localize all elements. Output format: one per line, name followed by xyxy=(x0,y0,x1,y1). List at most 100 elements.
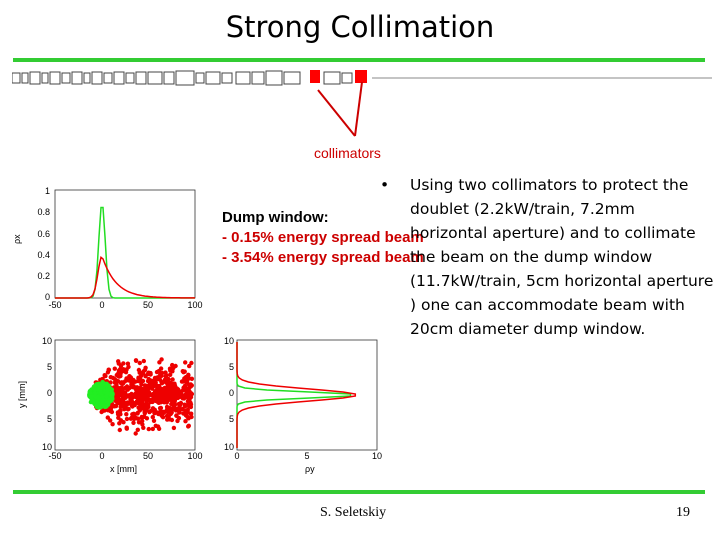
scatter-point xyxy=(152,411,157,416)
scatter-point xyxy=(187,363,192,369)
scatter-point xyxy=(142,367,148,373)
scatter-point xyxy=(105,370,111,375)
scatter-point xyxy=(160,415,166,420)
scatter-point xyxy=(174,394,180,400)
tick-label: 100 xyxy=(187,451,202,461)
tick-label: 50 xyxy=(143,451,153,461)
scatter-point xyxy=(183,360,188,365)
tick-label: 10 xyxy=(42,442,52,452)
scatter-point xyxy=(124,416,130,422)
tick-label: 0 xyxy=(47,388,52,398)
scatter-point xyxy=(137,360,142,366)
scatter-point xyxy=(151,418,157,423)
scatter-point xyxy=(140,422,145,427)
beamline-element xyxy=(163,71,175,85)
scatter-point xyxy=(137,370,142,375)
scatter-point xyxy=(131,420,136,425)
scatter-point xyxy=(146,426,151,432)
beamline-element xyxy=(195,72,205,84)
scatter-point xyxy=(142,411,147,416)
scatter-point xyxy=(161,399,166,405)
scatter-point xyxy=(124,376,129,381)
scatter-point xyxy=(141,358,146,364)
scatter-point xyxy=(145,403,150,408)
scatter-point xyxy=(163,392,168,397)
scatter-point xyxy=(121,367,126,372)
bullet-marker: • xyxy=(380,176,390,194)
scatter-point xyxy=(94,382,99,387)
scatter-point xyxy=(88,399,94,405)
beamline-element xyxy=(71,71,83,85)
scatter-point xyxy=(130,395,135,400)
scatter-point xyxy=(87,390,92,395)
scatter-point xyxy=(142,414,147,419)
scatter-point xyxy=(138,401,144,406)
scatter-point xyxy=(170,369,175,374)
tick-label: 5 xyxy=(47,414,52,424)
tick-label: 0.8 xyxy=(37,207,50,217)
scatter-point xyxy=(133,379,138,384)
scatter-point xyxy=(98,389,103,394)
scatter-point xyxy=(109,388,114,393)
beamline-element xyxy=(103,72,113,84)
beamline-element xyxy=(91,71,103,85)
scatter-point xyxy=(186,373,191,378)
scatter-point xyxy=(109,396,115,401)
scatter-point xyxy=(150,426,155,432)
scatter-point xyxy=(128,416,134,421)
scatter-point xyxy=(138,379,144,384)
scatter-point xyxy=(119,396,125,402)
scatter-point xyxy=(148,399,153,404)
scatter-point xyxy=(124,426,129,431)
beamline-element xyxy=(29,71,41,85)
collimator-pointer-arrows xyxy=(317,81,363,137)
plot-x-profile: 10.80.60.40.20 -50 0 50 100 ρx xyxy=(12,186,203,310)
collimator-2-icon xyxy=(355,70,367,83)
scatter-point xyxy=(187,404,192,409)
scatter-point xyxy=(122,400,127,405)
beamline-element xyxy=(125,72,135,84)
scatter-point xyxy=(121,361,126,366)
scatter-point xyxy=(170,362,175,368)
scatter-point xyxy=(119,380,125,385)
scatter-point xyxy=(97,382,102,387)
scatter-point xyxy=(187,391,192,396)
beamline-element xyxy=(235,71,251,85)
scatter-point xyxy=(168,395,173,400)
scatter-point xyxy=(157,406,163,411)
scatter-point xyxy=(130,412,135,417)
scatter-point xyxy=(116,401,121,406)
scatter-point xyxy=(185,399,191,404)
scatter-point xyxy=(186,382,191,387)
scatter-point xyxy=(135,388,140,393)
scatter-point xyxy=(170,387,175,392)
scatter-point xyxy=(137,375,143,381)
scatter-point xyxy=(180,388,185,393)
footer-author: S. Seletskiy xyxy=(320,505,387,520)
dump-window-title: Dump window: xyxy=(222,209,329,226)
scatter-point xyxy=(157,392,162,397)
scatter-point xyxy=(136,405,141,410)
scatter-point xyxy=(150,414,155,420)
scatter-point xyxy=(118,392,123,397)
scatter-point xyxy=(168,372,173,377)
scatter-point xyxy=(109,409,115,415)
scatter-point xyxy=(115,410,121,415)
scatter-point xyxy=(159,386,164,392)
tick-label: 10 xyxy=(372,451,382,461)
beamline-element xyxy=(147,71,163,85)
dump-window-line-1: - 0.15% energy spread beam xyxy=(222,229,424,246)
scatter-point xyxy=(118,418,124,423)
scatter-point xyxy=(146,383,151,389)
scatter-point xyxy=(176,401,181,407)
tick-label: 0.4 xyxy=(37,250,50,260)
tick-label: -50 xyxy=(48,451,61,461)
beamline-element xyxy=(323,71,341,85)
scatter-point xyxy=(110,422,115,427)
scatter-point xyxy=(145,371,150,377)
beamline-element xyxy=(283,71,301,85)
scatter-point xyxy=(152,407,157,412)
scatter-point xyxy=(171,425,177,431)
scatter-point xyxy=(146,376,151,382)
scatter-point xyxy=(173,363,178,369)
